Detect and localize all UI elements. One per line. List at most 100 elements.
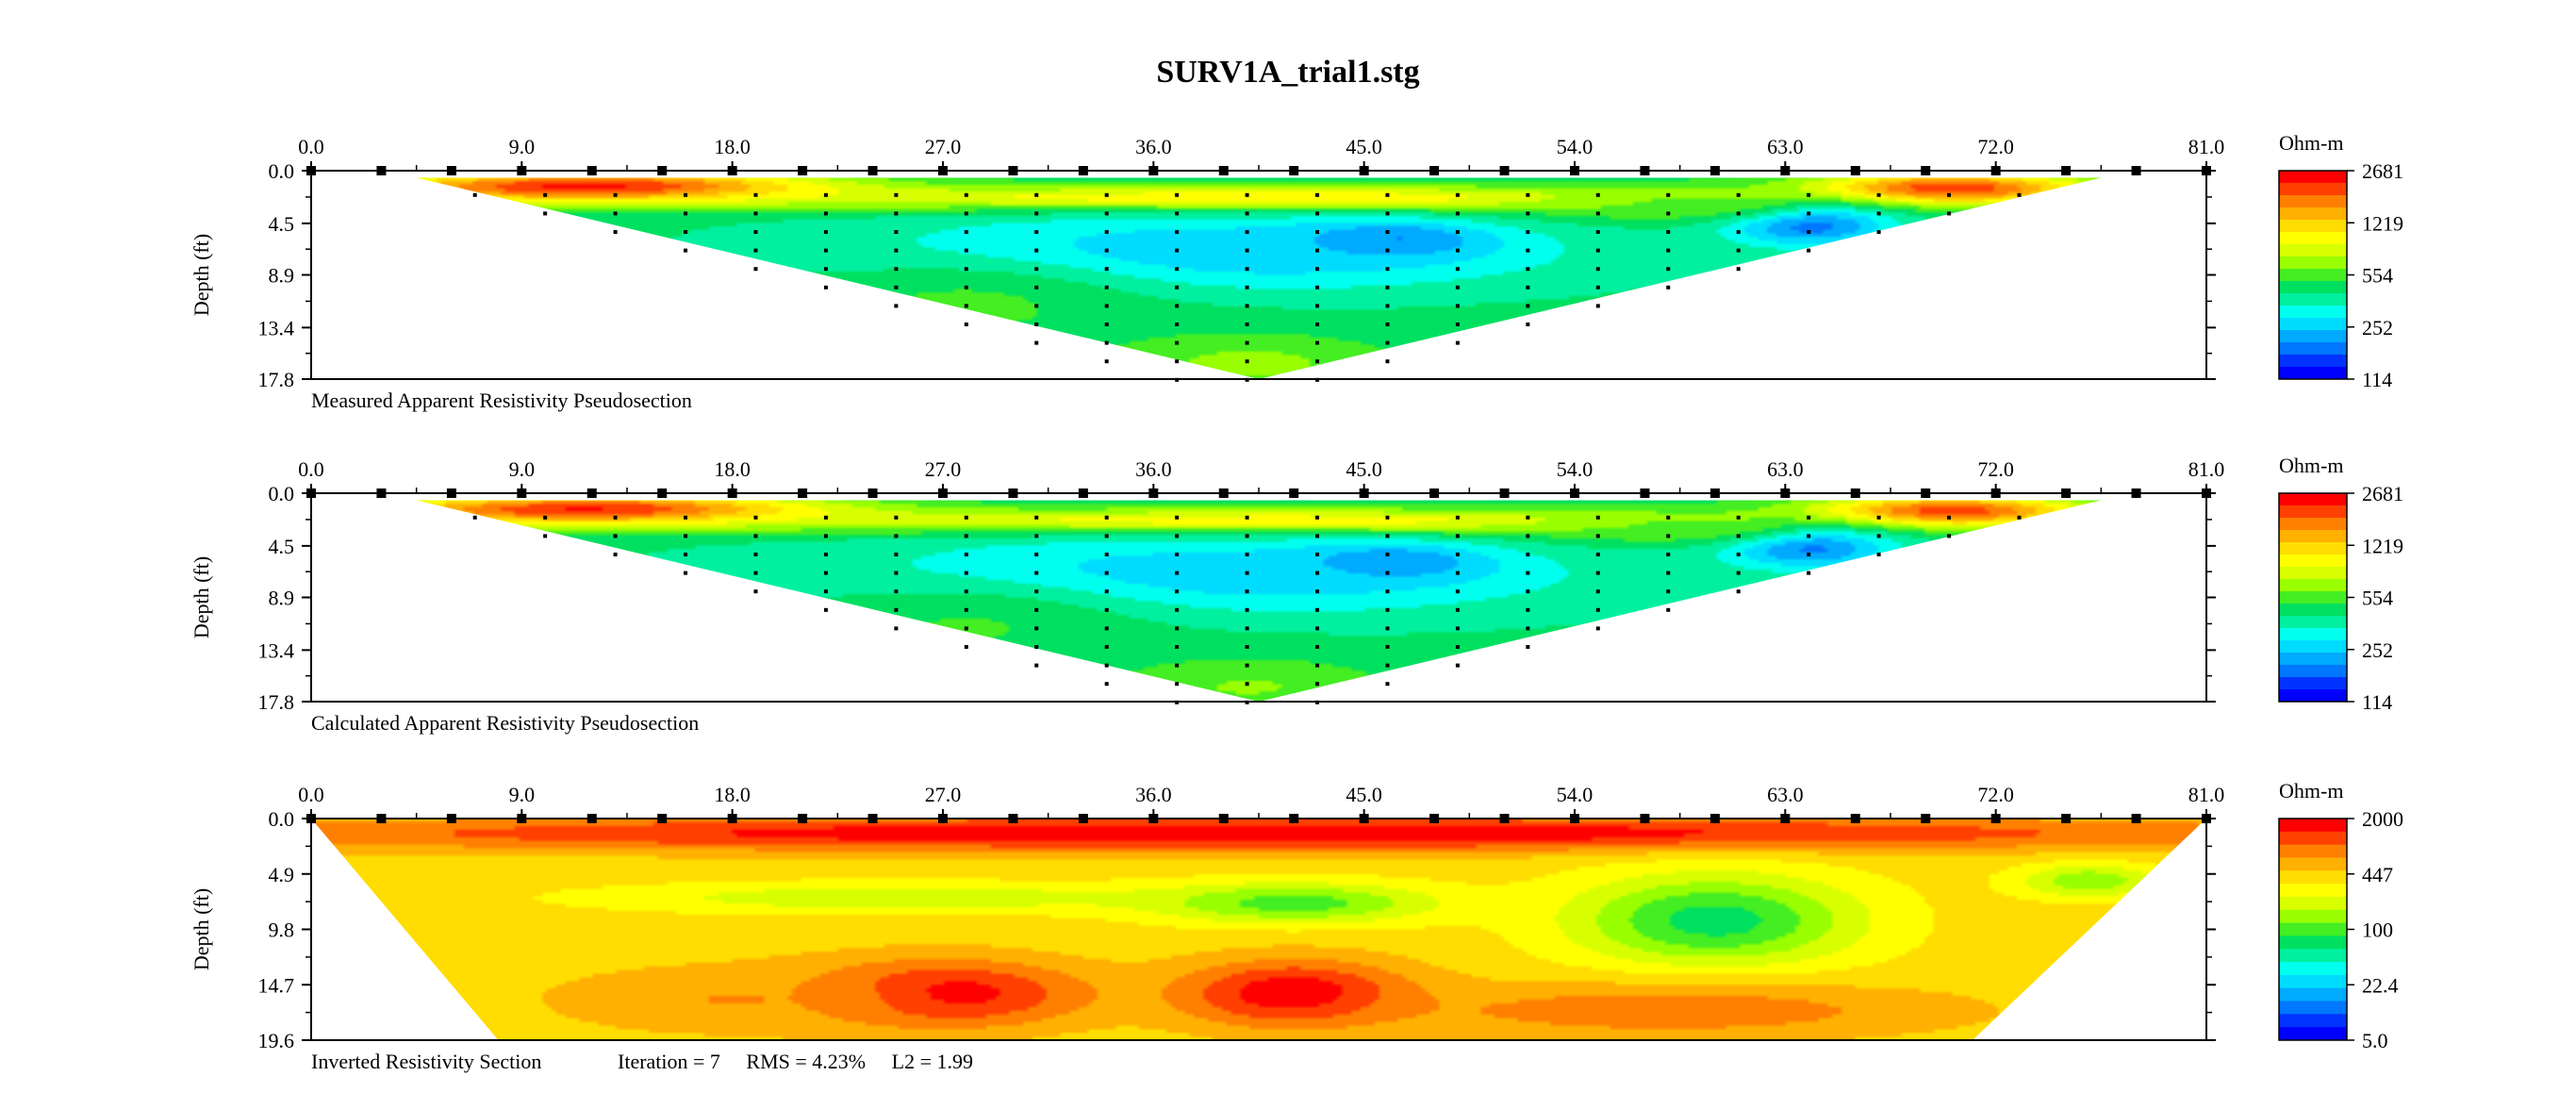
datapoint [1245,607,1249,612]
electrode-marker [1218,488,1229,498]
datapoint [1245,534,1249,538]
electrode-marker [586,814,597,823]
electrode-marker [1359,814,1369,823]
datapoint [1385,304,1390,308]
datapoint [1385,626,1390,631]
datapoint [1736,515,1741,520]
electrode-marker [1289,488,1299,498]
legend-swatch [2279,505,2347,519]
datapoint [1385,285,1390,290]
datapoint [1315,645,1320,650]
datapoint [894,211,899,216]
datapoint [1034,553,1039,557]
datapoint [823,553,828,557]
datapoint [1666,553,1671,557]
electrode-marker [446,166,456,175]
legend-swatch [2279,922,2347,936]
datapoint [1175,359,1180,364]
datapoint [1245,285,1249,290]
legend-swatch [2279,665,2347,678]
datapoint [823,534,828,538]
x-tick-label: 27.0 [925,783,962,806]
datapoint [964,192,968,197]
legend-swatch [2279,281,2347,294]
x-tick-label: 18.0 [714,135,751,158]
datapoint [1947,192,1952,197]
legend-swatch [2279,909,2347,924]
datapoint [1175,515,1180,520]
datapoint [894,230,899,235]
datapoint [964,267,968,272]
datapoint [613,534,618,538]
datapoint [1175,663,1180,668]
datapoint [1104,515,1109,520]
color-legend: Ohm-m 2681 1219 554 252 114 [2278,131,2403,391]
electrode-marker [867,814,878,823]
datapoint [1385,534,1390,538]
datapoint [684,553,688,557]
electrode-marker [1218,814,1229,823]
y-tick-label: 0.0 [269,159,295,183]
datapoint [684,534,688,538]
electrode-marker [1709,488,1720,498]
datapoint [1245,340,1249,345]
electrode-marker [517,166,527,175]
legend-swatch [2279,220,2347,233]
legend-swatch [2279,870,2347,885]
electrode-marker [1218,166,1229,175]
x-tick-label: 63.0 [1767,457,1804,481]
datapoint [894,534,899,538]
datapoint [1175,323,1180,327]
datapoint [1455,230,1460,235]
datapoint [823,230,828,235]
datapoint [1455,515,1460,520]
legend-swatch [2279,1014,2347,1028]
electrode-marker [517,814,527,823]
y-tick-label: 13.4 [258,638,295,662]
datapoint [1315,663,1320,668]
datapoint [1666,515,1671,520]
datapoint [1245,192,1249,197]
legend-swatch [2279,318,2347,331]
datapoint [1595,589,1600,594]
x-tick-label: 81.0 [2188,135,2225,158]
datapoint [823,192,828,197]
datapoint [1385,589,1390,594]
datapoint [1736,267,1741,272]
datapoint [1526,553,1530,557]
datapoint [823,285,828,290]
datapoint [1104,304,1109,308]
y-axis-label: Depth (ft) [190,556,213,638]
x-tick-label: 45.0 [1346,783,1382,806]
legend-swatch [2279,819,2347,833]
section-field [416,500,2102,702]
section-field [416,177,2102,379]
y-tick-label: 14.7 [258,973,295,997]
datapoint [1666,267,1671,272]
legend-swatch [2279,935,2347,950]
datapoint [1595,211,1600,216]
datapoint [1595,607,1600,612]
datapoint [1736,248,1741,253]
datapoint [1666,571,1671,575]
datapoint [1526,589,1530,594]
legend-swatch [2279,896,2347,911]
datapoint [1736,589,1741,594]
x-tick-label: 0.0 [298,783,324,806]
electrode-marker [1078,488,1088,498]
electrode-marker [1850,488,1860,498]
electrode-marker [376,488,387,498]
electrode-marker [1990,814,2001,823]
electrode-marker [1990,166,2001,175]
datapoint [753,589,758,594]
electrode-marker [1709,166,1720,175]
datapoint [613,515,618,520]
y-tick-label: 9.8 [269,919,295,942]
legend-swatch [2279,653,2347,666]
datapoint [1526,267,1530,272]
y-tick-label: 13.4 [258,316,295,339]
legend-swatch [2279,171,2347,184]
datapoint [1526,571,1530,575]
legend-swatch [2279,567,2347,580]
legend-swatch [2279,831,2347,846]
